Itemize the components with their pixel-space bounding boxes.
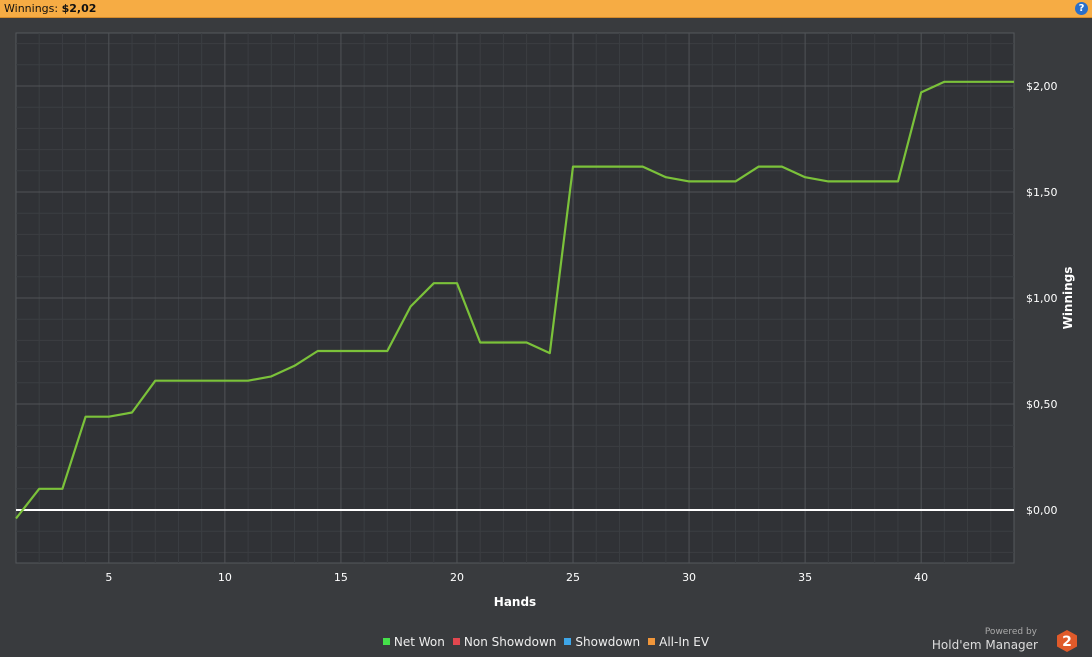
legend-item-net-won[interactable]: Net Won [382, 635, 445, 649]
series-line-net-won [15, 80, 1014, 520]
y-tick-label: $1,50 [1026, 186, 1058, 199]
winnings-chart: 5 10 15 20 25 30 35 40 $0,00 $0,50 $1,00 $1,50 $2,0… [15, 32, 1075, 609]
x-tick-label: 40 [914, 571, 928, 584]
y-tick-label: $1,00 [1026, 292, 1058, 305]
legend-item-showdown[interactable]: Showdown [564, 635, 640, 649]
legend: Net Won Non Showdown Showdown All-In EV [0, 635, 1092, 649]
legend-label: Showdown [575, 635, 641, 649]
winnings-summary: Winnings: $2,02 [4, 2, 96, 15]
brand-name: Hold'em Manager [931, 638, 1038, 652]
legend-item-all-in-ev[interactable]: All-In EV [648, 635, 709, 649]
x-axis-title: Hands [494, 595, 536, 609]
x-axis-ticks: 5 10 15 20 25 30 35 40 [105, 571, 928, 584]
branding: Powered by Hold'em Manager 2 [918, 627, 1078, 655]
legend-swatch [564, 638, 572, 645]
legend-swatch [452, 638, 460, 645]
hm2-logo-icon: 2 [1057, 630, 1077, 652]
y-tick-label: $2,00 [1026, 80, 1058, 93]
y-axis-ticks: $0,00 $0,50 $1,00 $1,50 $2,00 [1026, 80, 1058, 517]
x-tick-label: 5 [105, 571, 112, 584]
legend-swatch [382, 638, 390, 645]
legend-label: Net Won [393, 635, 445, 649]
x-tick-label: 25 [566, 571, 580, 584]
x-tick-label: 35 [798, 571, 812, 584]
major-grid [16, 33, 1014, 563]
x-tick-label: 30 [682, 571, 696, 584]
legend-label: Non Showdown [463, 635, 557, 649]
x-tick-label: 10 [218, 571, 232, 584]
help-icon[interactable]: ? [1075, 2, 1088, 15]
series-layer [15, 80, 1014, 520]
winnings-label: Winnings: [4, 2, 59, 15]
y-axis-title: Winnings [1061, 267, 1075, 330]
legend-swatch [648, 638, 656, 645]
x-tick-label: 15 [334, 571, 348, 584]
header-bar: Winnings: $2,02 ? [0, 0, 1092, 18]
powered-by-text: Powered by [984, 627, 1037, 637]
winnings-value: $2,02 [61, 2, 97, 15]
y-tick-label: $0,00 [1026, 504, 1058, 517]
x-tick-label: 20 [450, 571, 464, 584]
legend-label: All-In EV [659, 635, 710, 649]
y-tick-label: $0,50 [1026, 398, 1058, 411]
legend-item-non-showdown[interactable]: Non Showdown [452, 635, 557, 649]
svg-text:2: 2 [1062, 634, 1072, 650]
